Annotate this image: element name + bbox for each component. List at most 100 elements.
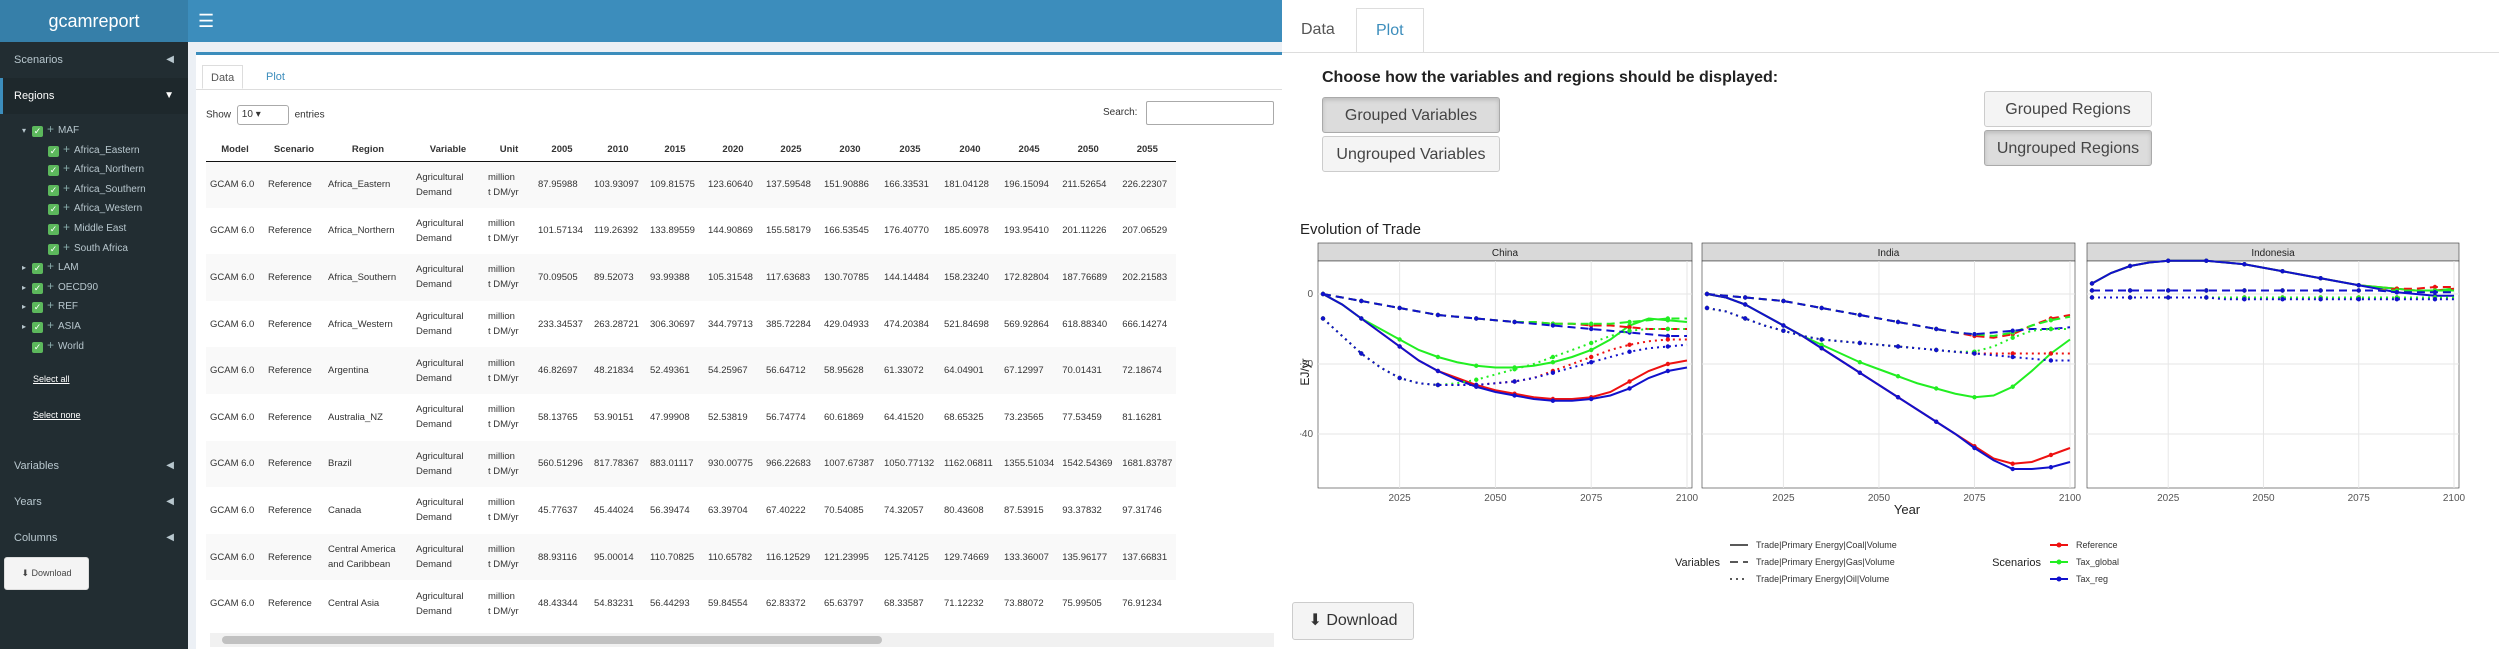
table-row[interactable]: GCAM 6.0 Reference Australia_NZ Agricultura… <box>206 394 1176 441</box>
checkbox-checked-icon[interactable]: ✓ <box>48 145 59 157</box>
table-cell: 75.99505 <box>1062 598 1102 610</box>
region-tree-item[interactable]: ▾ ✓ + MAF <box>22 120 79 138</box>
caret-down-icon[interactable]: ▾ <box>22 126 27 135</box>
table-row[interactable]: GCAM 6.0 Reference Canada Agricultural Deman… <box>206 487 1176 534</box>
region-tree-item[interactable]: ✓ + Africa_Eastern <box>48 140 140 158</box>
tab-plot-right[interactable]: Plot <box>1356 8 1424 53</box>
checkbox-checked-icon[interactable]: ✓ <box>48 224 59 235</box>
tab-data-right[interactable]: Data <box>1301 21 1335 38</box>
column-header[interactable]: Scenario <box>264 139 324 162</box>
grouped-variables-button[interactable]: Grouped Variables <box>1322 97 1500 133</box>
column-header[interactable]: 2050 <box>1058 139 1119 162</box>
column-header[interactable]: 2055 <box>1118 139 1177 162</box>
ungrouped-regions-button[interactable]: Ungrouped Regions <box>1984 130 2152 166</box>
sidebar-menu-variables[interactable]: Variables ◀ <box>0 448 188 484</box>
data-point <box>2318 276 2323 281</box>
tab-plot[interactable]: Plot <box>266 71 285 83</box>
region-label: MAF <box>58 125 80 136</box>
grouped-regions-button[interactable]: Grouped Regions <box>1984 91 2152 127</box>
checkbox-checked-icon[interactable]: ✓ <box>32 322 43 333</box>
region-tree-item[interactable]: ✓ + Africa_Western <box>48 198 142 216</box>
table-row[interactable]: GCAM 6.0 Reference Africa_Western Agricultu… <box>206 301 1176 348</box>
data-point <box>2204 258 2209 263</box>
column-header[interactable]: 2030 <box>820 139 880 162</box>
column-header[interactable]: 2020 <box>704 139 762 162</box>
column-header[interactable]: 2010 <box>590 139 646 162</box>
table-row[interactable]: GCAM 6.0 Reference Central America and Cari… <box>206 533 1177 581</box>
caret-right-icon[interactable]: ▸ <box>22 302 27 312</box>
scrollbar-thumb[interactable] <box>222 636 882 644</box>
select-none-link[interactable]: Select none <box>33 410 81 420</box>
column-header[interactable]: Unit <box>484 139 534 162</box>
table-cell: 193.95410 <box>1004 225 1049 237</box>
checkbox-checked-icon[interactable]: ✓ <box>48 204 59 216</box>
select-all-link[interactable]: Select all <box>33 374 70 384</box>
checkbox-checked-icon[interactable]: ✓ <box>32 282 43 294</box>
region-tree-item[interactable]: ✓ + World <box>22 336 84 354</box>
region-tree-item[interactable]: ✓ + Africa_Southern <box>48 179 146 197</box>
top-navbar: gcamreport ☰ <box>0 0 1282 42</box>
caret-right-icon[interactable]: ▸ <box>22 282 27 292</box>
table-cell: 97.31746 <box>1122 504 1162 516</box>
ungrouped-variables-button[interactable]: Ungrouped Variables <box>1322 136 1500 172</box>
checkbox-checked-icon[interactable]: ✓ <box>48 165 59 177</box>
data-point <box>2280 288 2285 293</box>
column-header[interactable]: Region <box>324 139 412 162</box>
horizontal-scrollbar[interactable] <box>210 633 1274 647</box>
table-cell: 201.11226 <box>1062 225 1107 237</box>
table-row[interactable]: GCAM 6.0 Reference Africa_Eastern Agricultu… <box>206 161 1177 208</box>
table-cell: Central Asia <box>328 598 380 610</box>
region-tree-item[interactable]: ▸ ✓ + REF <box>22 296 78 314</box>
table-row[interactable]: GCAM 6.0 Reference Africa_Northern Agricult… <box>206 208 1176 255</box>
table-row[interactable]: GCAM 6.0 Reference Argentina Agricultural De… <box>206 347 1177 394</box>
table-row[interactable]: GCAM 6.0 Reference Africa_Southern Agricult… <box>206 254 1177 301</box>
region-label: South Africa <box>74 242 128 254</box>
tab-divider <box>1282 52 2499 53</box>
region-tree-item[interactable]: ▸ ✓ + OECD90 <box>22 277 98 295</box>
checkbox-checked-icon[interactable]: ✓ <box>32 341 43 353</box>
column-header[interactable]: 2015 <box>646 139 704 162</box>
checkbox-checked-icon[interactable]: ✓ <box>48 184 59 196</box>
region-tree-item[interactable]: ✓ + Middle East <box>48 218 126 236</box>
sidebar-menu-scenarios[interactable]: Scenarios ◀ <box>0 42 188 78</box>
tab-data[interactable]: Data <box>202 65 244 89</box>
table-row[interactable]: GCAM 6.0 Reference Brazil Agricultural Deman… <box>206 440 1177 488</box>
show-label: Show <box>206 109 232 121</box>
column-header[interactable]: 2005 <box>534 139 590 162</box>
data-point <box>2010 335 2015 340</box>
table-cell: 70.01431 <box>1058 347 1119 394</box>
data-point <box>1512 367 1517 372</box>
sidebar-download-button[interactable]: ⬇ Download <box>4 557 89 590</box>
plot-download-button[interactable]: ⬇ Download <box>1292 602 1414 640</box>
column-header[interactable]: 2025 <box>762 139 820 162</box>
column-header[interactable]: Model <box>206 139 264 162</box>
checkbox-checked-icon[interactable]: ✓ <box>48 243 59 255</box>
column-header[interactable]: Variable <box>412 139 484 162</box>
data-point <box>1397 305 1402 311</box>
hamburger-menu-icon[interactable]: ☰ <box>198 11 215 31</box>
download-icon: ⬇ <box>21 568 29 578</box>
search-input[interactable] <box>1146 101 1274 125</box>
checkbox-checked-icon[interactable]: ✓ <box>32 126 43 137</box>
column-header[interactable]: 2045 <box>1000 139 1059 162</box>
region-tree-item[interactable]: ✓ + South Africa <box>48 238 128 256</box>
caret-right-icon[interactable]: ▸ <box>22 322 27 331</box>
column-header[interactable]: 2040 <box>940 139 1000 162</box>
table-cell: 64.04901 <box>940 347 1000 394</box>
region-tree-item[interactable]: ▸ ✓ + ASIA <box>22 316 81 334</box>
sidebar-menu-years[interactable]: Years ◀ <box>0 484 188 520</box>
x-axis-label: Year <box>1894 502 1921 517</box>
table-cell: 81.16281 <box>1122 411 1162 423</box>
data-point <box>1627 349 1632 354</box>
region-tree-item[interactable]: ✓ + Africa_Northern <box>48 159 144 177</box>
caret-right-icon[interactable]: ▸ <box>22 263 27 273</box>
facet-label: Indonesia <box>2251 248 2295 259</box>
table-row[interactable]: GCAM 6.0 Reference Central Asia Agricultura… <box>206 580 1176 627</box>
sidebar-menu-regions[interactable]: Regions ▼ <box>0 78 188 114</box>
checkbox-checked-icon[interactable]: ✓ <box>32 263 43 275</box>
sidebar-menu-columns[interactable]: Columns ◀ <box>0 520 188 556</box>
column-header[interactable]: 2035 <box>880 139 940 162</box>
entries-select[interactable]: 10 ▾ <box>236 105 289 125</box>
checkbox-checked-icon[interactable]: ✓ <box>32 302 43 314</box>
region-tree-item[interactable]: ▸ ✓ + LAM <box>22 257 79 275</box>
